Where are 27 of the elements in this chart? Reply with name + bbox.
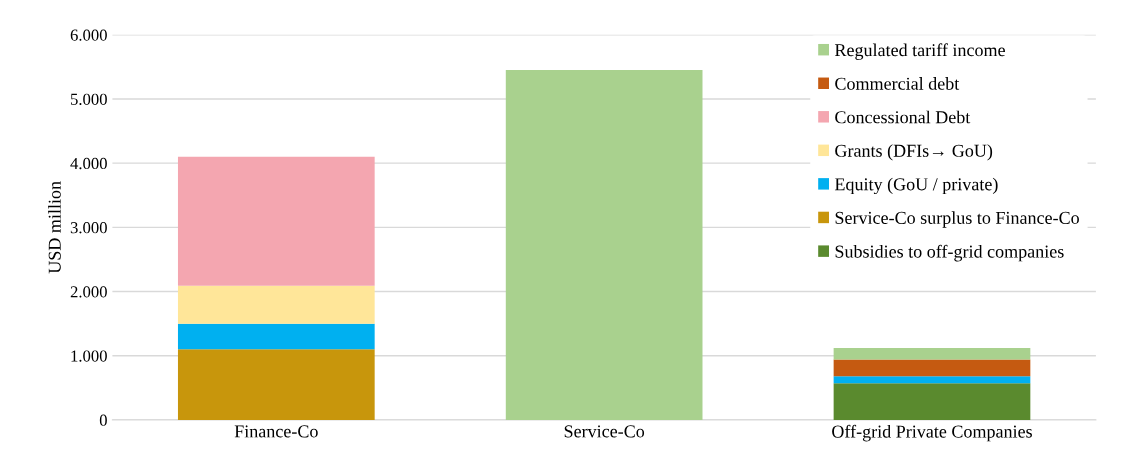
bar	[177, 349, 375, 420]
bar	[505, 70, 703, 420]
x-tick-label: Off-grid Private Companies	[832, 424, 1032, 442]
bar	[833, 383, 1031, 420]
legend-label: Regulated tariff income	[834, 43, 1005, 60]
y-tick-label: 3.000	[70, 222, 107, 234]
legend-label: Commercial debt	[835, 77, 960, 90]
y-tick-label: 2.000	[70, 286, 107, 298]
legend-label: Grants (DFIs→ GoU)	[835, 144, 993, 161]
bar	[833, 376, 1031, 384]
bar	[833, 359, 1031, 377]
x-tick-label: Finance-Co	[234, 425, 318, 438]
bar	[177, 285, 375, 324]
y-axis-title: USD million	[48, 181, 61, 274]
y-tick-label: 6.000	[70, 29, 107, 41]
legend-label: Concessional Debt	[835, 110, 971, 124]
x-tick-label: Service-Co	[564, 425, 645, 438]
y-tick-label: 4.000	[70, 157, 107, 170]
y-tick-label: 5.000	[71, 93, 107, 106]
y-tick-label: 1.000	[71, 350, 107, 362]
legend-label: Subsidies to off-grid companies	[835, 244, 1064, 262]
y-tick-label: 0	[99, 414, 107, 426]
bar	[833, 348, 1031, 360]
legend-label: Service-Co surplus to Finance-Co	[835, 211, 1079, 228]
bar	[177, 156, 375, 286]
legend-label: Equity (GoU / private)	[834, 177, 998, 195]
bar	[177, 323, 375, 350]
